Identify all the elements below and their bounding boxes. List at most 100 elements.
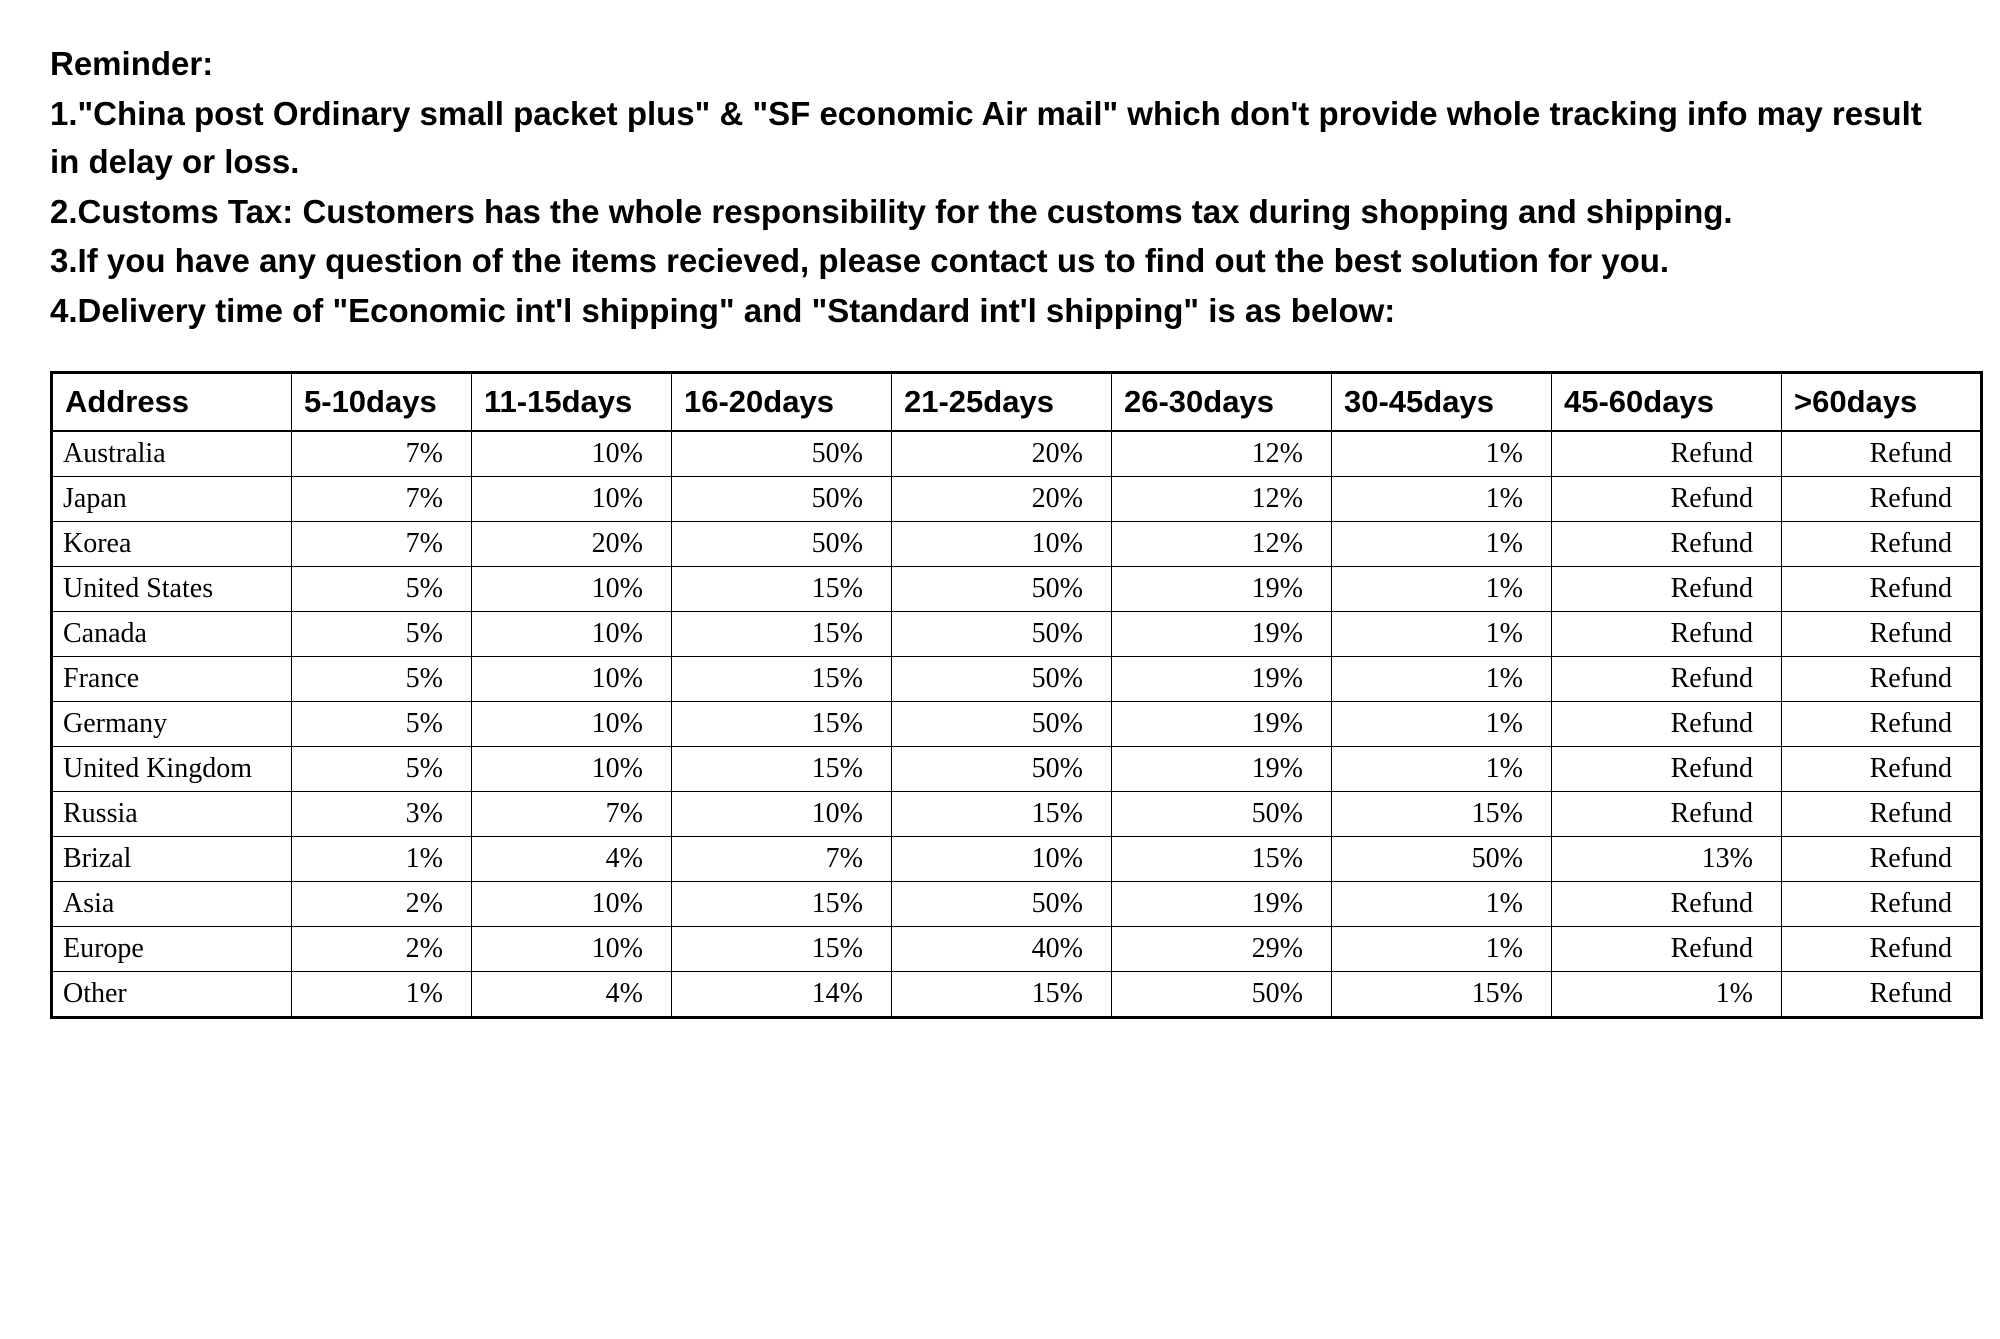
- table-cell-value: 15%: [672, 657, 892, 702]
- table-cell-value: Refund: [1552, 927, 1782, 972]
- table-cell-value: 50%: [892, 747, 1112, 792]
- table-cell-country: Australia: [52, 431, 292, 477]
- table-cell-country: Germany: [52, 702, 292, 747]
- table-col-header: 5-10days: [292, 373, 472, 432]
- table-cell-country: Asia: [52, 882, 292, 927]
- table-cell-value: 3%: [292, 792, 472, 837]
- table-cell-value: 15%: [892, 792, 1112, 837]
- table-cell-value: 4%: [472, 972, 672, 1018]
- table-row: Canada5%10%15%50%19%1%RefundRefund: [52, 612, 1982, 657]
- table-col-header: 11-15days: [472, 373, 672, 432]
- table-cell-value: 10%: [672, 792, 892, 837]
- table-cell-value: 50%: [892, 567, 1112, 612]
- table-cell-country: Canada: [52, 612, 292, 657]
- reminder-line-1: 1."China post Ordinary small packet plus…: [50, 90, 1960, 186]
- table-cell-value: Refund: [1552, 702, 1782, 747]
- table-col-header: 26-30days: [1112, 373, 1332, 432]
- table-cell-value: 5%: [292, 747, 472, 792]
- table-cell-value: 50%: [892, 612, 1112, 657]
- table-cell-value: 19%: [1112, 702, 1332, 747]
- table-cell-value: 12%: [1112, 431, 1332, 477]
- table-cell-value: Refund: [1552, 657, 1782, 702]
- table-cell-value: 1%: [1332, 612, 1552, 657]
- table-cell-value: 50%: [1112, 792, 1332, 837]
- table-cell-value: 19%: [1112, 882, 1332, 927]
- table-cell-value: 1%: [1332, 747, 1552, 792]
- table-cell-value: 1%: [292, 837, 472, 882]
- table-cell-value: 1%: [1332, 431, 1552, 477]
- table-cell-value: 40%: [892, 927, 1112, 972]
- table-cell-country: United Kingdom: [52, 747, 292, 792]
- table-cell-value: 1%: [1332, 882, 1552, 927]
- table-cell-country: Other: [52, 972, 292, 1018]
- table-cell-value: Refund: [1552, 567, 1782, 612]
- table-cell-value: 19%: [1112, 747, 1332, 792]
- table-cell-value: 10%: [472, 657, 672, 702]
- table-cell-value: 1%: [1332, 477, 1552, 522]
- table-cell-value: 20%: [892, 431, 1112, 477]
- reminder-line-4: 4.Delivery time of "Economic int'l shipp…: [50, 287, 1960, 335]
- table-cell-value: 20%: [472, 522, 672, 567]
- table-cell-value: 1%: [1332, 567, 1552, 612]
- table-cell-value: Refund: [1552, 477, 1782, 522]
- reminder-title: Reminder:: [50, 40, 1960, 88]
- table-cell-value: 10%: [472, 567, 672, 612]
- table-header-row: Address5-10days11-15days16-20days21-25da…: [52, 373, 1982, 432]
- table-cell-value: Refund: [1782, 927, 1982, 972]
- table-cell-value: 1%: [1332, 927, 1552, 972]
- table-row: France5%10%15%50%19%1%RefundRefund: [52, 657, 1982, 702]
- table-cell-value: 15%: [672, 612, 892, 657]
- table-body: Australia7%10%50%20%12%1%RefundRefundJap…: [52, 431, 1982, 1018]
- table-cell-country: Korea: [52, 522, 292, 567]
- table-col-header: >60days: [1782, 373, 1982, 432]
- table-cell-value: 13%: [1552, 837, 1782, 882]
- table-row: United Kingdom5%10%15%50%19%1%RefundRefu…: [52, 747, 1982, 792]
- table-cell-country: United States: [52, 567, 292, 612]
- table-col-header: 30-45days: [1332, 373, 1552, 432]
- table-cell-country: Europe: [52, 927, 292, 972]
- table-cell-value: Refund: [1782, 747, 1982, 792]
- table-cell-value: 2%: [292, 927, 472, 972]
- table-cell-value: Refund: [1782, 612, 1982, 657]
- reminder-line-2: 2.Customs Tax: Customers has the whole r…: [50, 188, 1960, 236]
- table-cell-country: Brizal: [52, 837, 292, 882]
- table-cell-value: Refund: [1552, 882, 1782, 927]
- table-cell-value: 10%: [472, 882, 672, 927]
- table-cell-value: 5%: [292, 702, 472, 747]
- delivery-time-table: Address5-10days11-15days16-20days21-25da…: [50, 371, 1983, 1019]
- table-col-header: Address: [52, 373, 292, 432]
- table-cell-value: Refund: [1552, 431, 1782, 477]
- table-cell-value: 15%: [672, 927, 892, 972]
- table-row: Russia3%7%10%15%50%15%RefundRefund: [52, 792, 1982, 837]
- table-cell-value: Refund: [1782, 477, 1982, 522]
- table-cell-value: Refund: [1552, 792, 1782, 837]
- table-cell-value: Refund: [1782, 657, 1982, 702]
- table-cell-value: 50%: [1332, 837, 1552, 882]
- table-cell-value: Refund: [1782, 702, 1982, 747]
- table-header: Address5-10days11-15days16-20days21-25da…: [52, 373, 1982, 432]
- table-cell-value: 10%: [472, 431, 672, 477]
- table-row: Asia2%10%15%50%19%1%RefundRefund: [52, 882, 1982, 927]
- table-cell-value: 15%: [672, 882, 892, 927]
- table-cell-value: 50%: [672, 477, 892, 522]
- table-cell-country: Japan: [52, 477, 292, 522]
- table-cell-value: 15%: [1332, 972, 1552, 1018]
- table-cell-value: 10%: [472, 612, 672, 657]
- table-cell-value: Refund: [1782, 431, 1982, 477]
- table-cell-value: 7%: [292, 522, 472, 567]
- table-col-header: 16-20days: [672, 373, 892, 432]
- table-col-header: 45-60days: [1552, 373, 1782, 432]
- table-cell-value: 15%: [672, 567, 892, 612]
- table-cell-value: 5%: [292, 657, 472, 702]
- table-cell-value: 5%: [292, 567, 472, 612]
- table-cell-value: 20%: [892, 477, 1112, 522]
- table-cell-country: Russia: [52, 792, 292, 837]
- table-cell-value: Refund: [1782, 792, 1982, 837]
- reminder-line-3: 3.If you have any question of the items …: [50, 237, 1960, 285]
- table-cell-value: 7%: [292, 431, 472, 477]
- table-cell-value: 50%: [892, 702, 1112, 747]
- table-cell-value: 7%: [472, 792, 672, 837]
- table-cell-value: 1%: [1332, 522, 1552, 567]
- table-cell-value: 1%: [1332, 657, 1552, 702]
- table-cell-value: 12%: [1112, 477, 1332, 522]
